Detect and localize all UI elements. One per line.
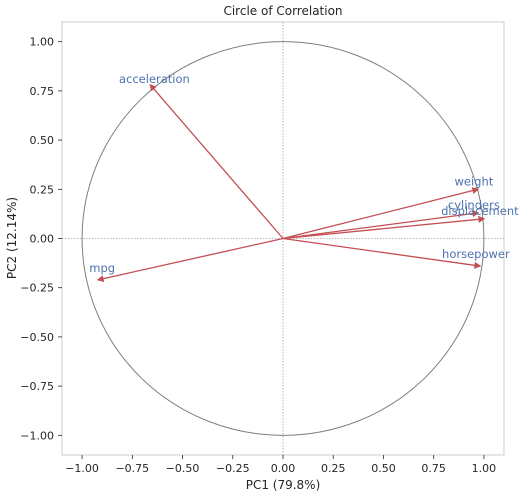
vector-label-mpg: mpg <box>89 261 115 275</box>
plot-area: −1.00 −0.75 −0.50 −0.25 0.00 0.25 0.50 0.75 1.00… <box>20 21 519 475</box>
vector-label-horsepower: horsepower <box>442 247 510 261</box>
vector-arrow-horsepower <box>282 237 482 269</box>
x-tick-label: −0.25 <box>216 462 250 475</box>
x-tick-label: 0.50 <box>371 462 396 475</box>
vector-arrow-cylinders <box>282 210 480 240</box>
y-tick-label: 0.00 <box>30 233 55 246</box>
x-tick-label: 0.75 <box>421 462 446 475</box>
vector-label-weight: weight <box>454 174 493 188</box>
x-tick-label: 0.25 <box>321 462 346 475</box>
y-tick-label: −0.75 <box>20 380 54 393</box>
vector-label-displacement: displacement <box>441 204 519 218</box>
vector-arrow-acceleration <box>149 83 284 239</box>
x-tick-label: 0.00 <box>271 462 296 475</box>
x-axis-title: PC1 (79.8%) <box>246 478 321 492</box>
y-tick-label: 1.00 <box>30 36 55 49</box>
vector-label-cylinders: cylinders <box>448 198 500 212</box>
y-tick-label: −0.25 <box>20 282 54 295</box>
vector-arrow-mpg <box>96 237 284 283</box>
y-tick-label: −1.00 <box>20 429 54 442</box>
x-tick-label: −0.75 <box>115 462 149 475</box>
y-tick-label: 0.75 <box>30 85 55 98</box>
y-tick-label: −0.50 <box>20 331 54 344</box>
x-tick-label: 1.00 <box>472 462 497 475</box>
unit-circle <box>81 41 485 436</box>
chart-title: Circle of Correlation <box>223 4 342 18</box>
vector-arrow-displacement <box>282 215 486 240</box>
x-tick-label: −0.50 <box>166 462 200 475</box>
vector-label-acceleration: acceleration <box>119 72 190 86</box>
y-tick-label: 0.25 <box>30 183 55 196</box>
y-tick-label: 0.50 <box>30 134 55 147</box>
y-axis-title: PC2 (12.14%) <box>5 197 19 279</box>
vector-arrow-weight <box>282 187 480 240</box>
x-tick-label: −1.00 <box>65 462 99 475</box>
